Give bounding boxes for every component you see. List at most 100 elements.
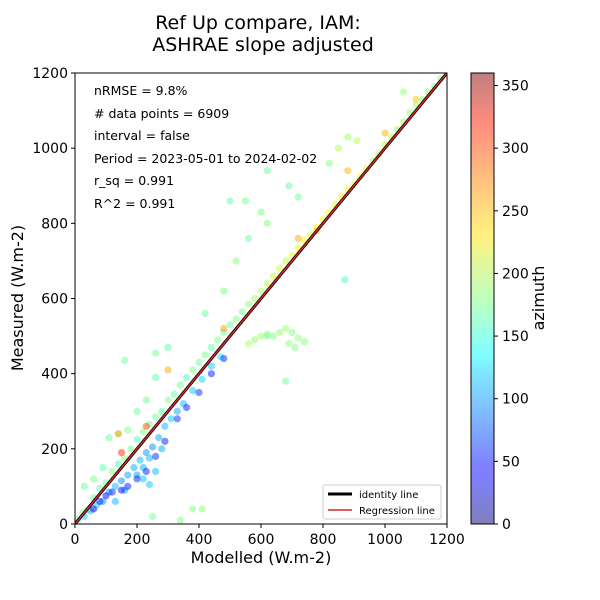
regression-line <box>75 73 447 524</box>
scatter-point <box>152 373 160 381</box>
x-tick-label: 1000 <box>367 532 403 548</box>
x-tick-label: 0 <box>71 532 80 548</box>
scatter-point <box>121 356 129 365</box>
scatter-point <box>176 381 184 389</box>
scatter-point <box>170 390 178 398</box>
scatter-point <box>158 407 166 415</box>
scatter-point <box>90 505 98 513</box>
scatter-point <box>282 377 290 385</box>
scatter-point <box>148 512 157 521</box>
x-tick-label: 1200 <box>429 532 465 548</box>
scatter-point <box>400 88 408 96</box>
scatter-point <box>164 396 172 404</box>
scatter-point <box>207 370 215 378</box>
scatter-point <box>130 464 138 472</box>
fit-lines <box>75 73 447 524</box>
scatter-point <box>257 208 265 216</box>
colorbar-tick-label: 50 <box>502 454 520 470</box>
scatter-point <box>173 415 181 423</box>
scatter-point <box>263 219 271 227</box>
scatter-point <box>276 328 284 336</box>
colorbar-ticks: 0 50 100 150 200 250 300 350 <box>494 79 529 533</box>
scatter-point <box>245 234 253 242</box>
scatter-point <box>220 325 228 333</box>
scatter-point <box>117 477 126 485</box>
scatter-point <box>114 430 122 438</box>
colorbar-tick-label: 350 <box>502 79 529 95</box>
scatter-point <box>152 413 160 421</box>
scatter-point <box>102 492 110 500</box>
scatter-point <box>139 428 147 436</box>
x-tick-label: 600 <box>248 532 275 548</box>
scatter-point <box>241 197 250 205</box>
scatter-point <box>111 482 119 490</box>
x-tick-label: 200 <box>124 532 151 548</box>
scatter-point <box>288 328 296 336</box>
colorbar-gradient <box>471 73 494 524</box>
scatter-point <box>207 343 215 351</box>
scatter-point <box>145 454 153 462</box>
y-tick-label: 600 <box>41 292 68 308</box>
scatter-point <box>152 349 160 357</box>
scatter-point <box>117 486 126 494</box>
colorbar-tick-label: 300 <box>502 141 529 157</box>
y-tick-label: 1000 <box>32 141 68 157</box>
scatter-point <box>167 415 175 423</box>
scatter-point <box>198 505 206 513</box>
scatter-point <box>269 272 277 280</box>
scatter-point <box>325 159 333 167</box>
annotation-interval: interval = false <box>94 128 190 143</box>
annotation-data-points: # data points = 6909 <box>94 106 229 121</box>
scatter-point <box>251 336 259 344</box>
y-tick-label: 0 <box>59 517 68 533</box>
colorbar-frame <box>470 72 495 525</box>
scatter-point <box>207 362 215 370</box>
colorbar: 0 50 100 150 200 250 300 350 azimuth <box>470 72 548 533</box>
scatter-point <box>294 334 302 342</box>
scatter-point <box>263 279 271 288</box>
scatter-point <box>80 482 88 490</box>
scatter-point <box>152 452 160 460</box>
scatter-point <box>381 129 389 137</box>
scatter-point <box>195 388 203 397</box>
scatter-point <box>201 309 209 318</box>
y-tick-label: 400 <box>41 367 68 383</box>
scatter-point <box>133 475 141 483</box>
scatter-point <box>353 137 361 145</box>
chart-title-line-2: ASHRAE slope adjusted <box>152 34 374 56</box>
scatter-point <box>257 332 265 340</box>
scatter-point <box>117 449 126 457</box>
scatter-point <box>276 264 284 272</box>
scatter-point <box>269 332 277 340</box>
scatter-point <box>133 407 141 415</box>
annotation-nrmse: nRMSE = 9.8% <box>94 83 188 98</box>
y-axis-ticks: 0 200 400 600 800 1000 1200 <box>32 66 75 533</box>
scatter-point <box>164 343 172 351</box>
scatter-point <box>294 193 302 201</box>
scatter-point <box>111 497 119 505</box>
x-tick-label: 800 <box>310 532 337 548</box>
scatter-point <box>189 387 197 395</box>
scatter-point <box>145 480 153 489</box>
legend-box <box>322 484 442 520</box>
scatter-point <box>238 308 246 316</box>
scatter-point <box>161 437 169 445</box>
colorbar-tick-label: 150 <box>502 329 529 345</box>
stats-annotations: nRMSE = 9.8% # data points = 6909 interv… <box>94 83 317 211</box>
scatter-point <box>285 340 293 348</box>
scatter-point <box>124 426 132 434</box>
y-axis-label: Measured (W.m-2) <box>8 225 27 371</box>
scatter-point <box>164 366 172 374</box>
scatter-point <box>124 471 132 479</box>
scatter-point <box>257 287 265 295</box>
scatter-point <box>195 358 203 366</box>
scatter-point <box>294 234 302 242</box>
scatter-point <box>105 434 113 442</box>
scatter-point <box>152 467 160 475</box>
scatter-point <box>127 445 135 453</box>
scatter-point <box>232 257 240 265</box>
colorbar-tick-label: 0 <box>502 517 511 533</box>
scatter-point <box>214 336 222 344</box>
x-axis-label: Modelled (W.m-2) <box>191 548 332 567</box>
